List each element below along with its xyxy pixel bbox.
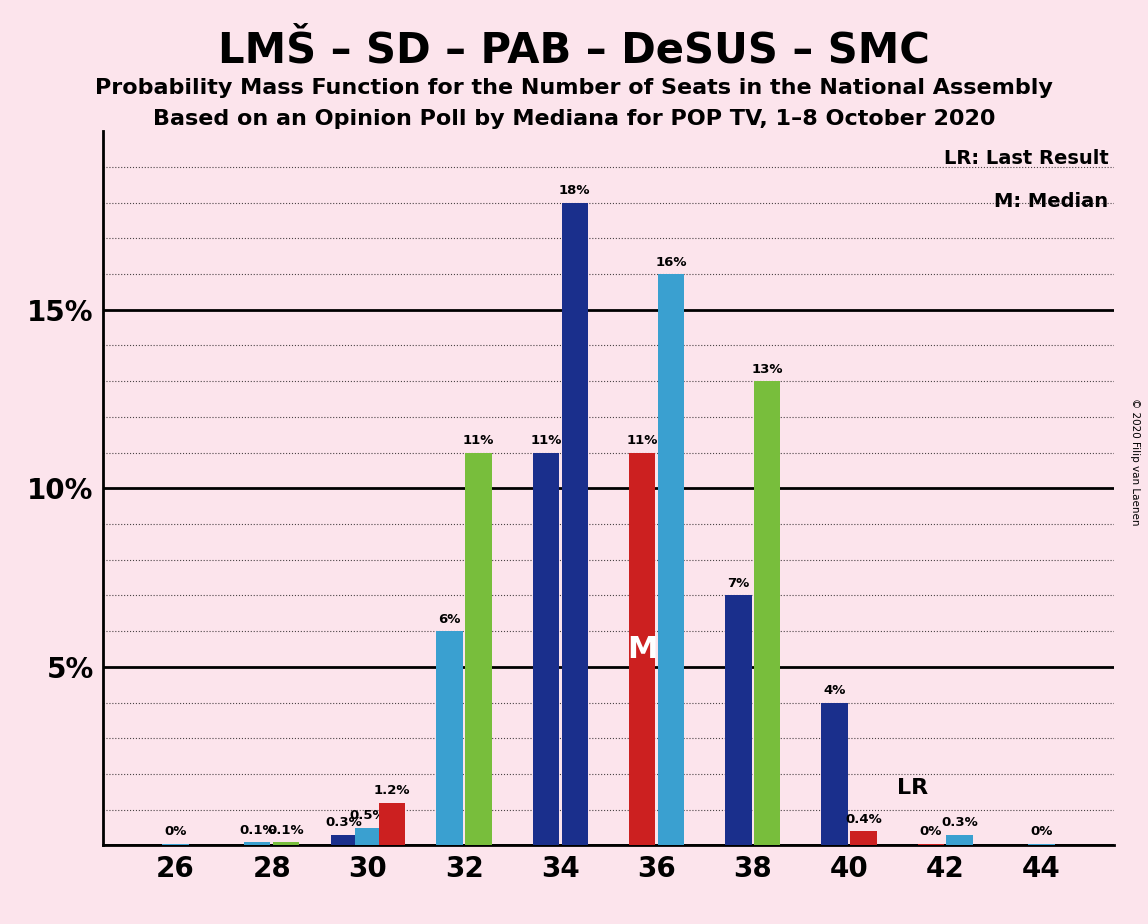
Text: LR: Last Result: LR: Last Result <box>944 149 1109 168</box>
Text: 0%: 0% <box>164 825 187 838</box>
Text: LR: LR <box>897 778 929 798</box>
Bar <box>273 842 300 845</box>
Text: 0.3%: 0.3% <box>941 817 978 830</box>
Text: 0%: 0% <box>920 825 943 838</box>
Text: 0%: 0% <box>1030 825 1053 838</box>
Text: Probability Mass Function for the Number of Seats in the National Assembly: Probability Mass Function for the Number… <box>95 78 1053 98</box>
Text: 7%: 7% <box>727 578 750 590</box>
Text: 18%: 18% <box>559 184 590 198</box>
Text: M: Median: M: Median <box>994 192 1109 211</box>
Text: © 2020 Filip van Laenen: © 2020 Filip van Laenen <box>1130 398 1140 526</box>
Bar <box>1029 844 1055 845</box>
Bar <box>851 832 877 845</box>
Bar <box>821 702 847 845</box>
Bar <box>436 631 463 845</box>
Bar <box>355 828 381 845</box>
Text: 11%: 11% <box>530 434 561 447</box>
Text: 16%: 16% <box>656 256 687 269</box>
Bar <box>917 844 944 845</box>
Text: 11%: 11% <box>627 434 658 447</box>
Text: 0.1%: 0.1% <box>239 823 276 836</box>
Bar <box>465 453 491 845</box>
Text: Based on an Opinion Poll by Mediana for POP TV, 1–8 October 2020: Based on an Opinion Poll by Mediana for … <box>153 109 995 129</box>
Bar <box>754 382 781 845</box>
Text: 0.4%: 0.4% <box>845 813 882 826</box>
Bar <box>162 844 188 845</box>
Text: 13%: 13% <box>752 363 783 376</box>
Bar <box>533 453 559 845</box>
Text: 4%: 4% <box>823 685 846 698</box>
Text: 1.2%: 1.2% <box>374 784 410 797</box>
Text: LMŠ – SD – PAB – DeSUS – SMC: LMŠ – SD – PAB – DeSUS – SMC <box>218 30 930 71</box>
Bar <box>561 202 588 845</box>
Bar <box>946 834 972 845</box>
Text: 0.3%: 0.3% <box>326 817 363 830</box>
Text: 0.5%: 0.5% <box>350 809 386 822</box>
Text: 11%: 11% <box>463 434 495 447</box>
Text: 0.1%: 0.1% <box>267 823 304 836</box>
Text: 6%: 6% <box>439 613 460 626</box>
Text: M: M <box>627 635 658 663</box>
Bar <box>658 274 684 845</box>
Bar <box>629 453 656 845</box>
Bar <box>331 834 357 845</box>
Bar <box>379 803 405 845</box>
Bar <box>245 842 271 845</box>
Bar <box>726 595 752 845</box>
